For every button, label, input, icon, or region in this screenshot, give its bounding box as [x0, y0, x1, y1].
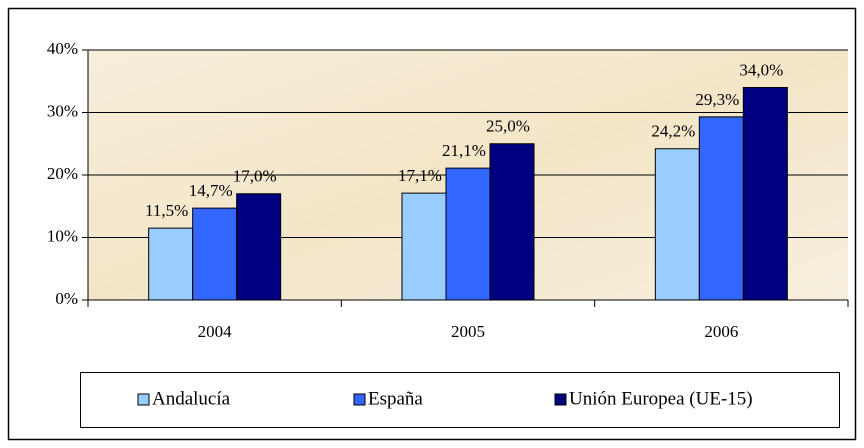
legend-swatch: [554, 393, 567, 406]
value-label: 24,2%: [651, 122, 695, 141]
bar: [192, 207, 238, 301]
y-tick-label: 10%: [47, 226, 78, 245]
bar: [742, 87, 788, 301]
legend-box: [80, 372, 840, 428]
legend-label: España: [368, 388, 423, 409]
value-label: 34,0%: [739, 60, 783, 79]
value-label: 25,0%: [486, 117, 530, 136]
value-label: 29,3%: [695, 90, 739, 109]
legend-label: Andalucía: [152, 388, 231, 409]
bar: [401, 192, 447, 301]
y-tick-label: 30%: [47, 101, 78, 120]
bar: [698, 116, 744, 301]
bar: [489, 143, 535, 301]
x-tick-label: 2005: [451, 322, 485, 341]
legend-swatch: [353, 393, 366, 406]
value-label: 17,0%: [233, 167, 277, 186]
value-label: 17,1%: [398, 166, 442, 185]
bar: [236, 193, 282, 301]
value-label: 14,7%: [189, 181, 233, 200]
legend-label: Unión Europea (UE-15): [569, 388, 753, 409]
y-tick-label: 40%: [47, 39, 78, 58]
legend-swatch: [137, 393, 150, 406]
y-tick-label: 20%: [47, 164, 78, 183]
value-label: 11,5%: [145, 201, 188, 220]
bar: [148, 227, 194, 301]
bar: [654, 148, 700, 301]
value-label: 21,1%: [442, 141, 486, 160]
x-tick-label: 2006: [704, 322, 738, 341]
y-tick-label: 0%: [55, 289, 78, 308]
x-tick-label: 2004: [198, 322, 233, 341]
bar: [445, 167, 491, 301]
